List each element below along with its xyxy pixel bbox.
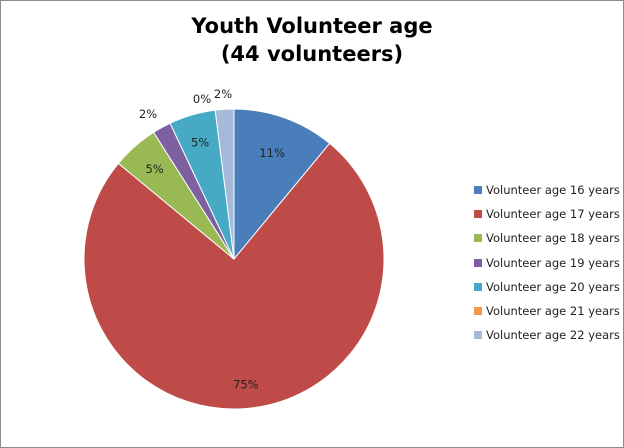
pie-slice-1 xyxy=(233,108,331,261)
legend-item-1: Volunteer age 16 years xyxy=(474,178,620,202)
data-label-2: 75% xyxy=(233,377,259,391)
chart-title-line-2: (44 volunteers) xyxy=(220,42,404,66)
legend-item-3: Volunteer age 18 years xyxy=(474,226,620,250)
legend-label-1: Volunteer age 16 years xyxy=(486,183,620,198)
legend-swatch-4 xyxy=(474,258,482,267)
legend-item-7: Volunteer age 22 years xyxy=(474,323,620,347)
data-label-1: 11% xyxy=(259,146,285,160)
legend-label-7: Volunteer age 22 years xyxy=(486,328,620,343)
chart-legend: Volunteer age 16 years Volunteer age 17 y… xyxy=(474,178,620,347)
data-label-5: 5% xyxy=(191,135,209,149)
legend-label-4: Volunteer age 19 years xyxy=(486,255,620,270)
legend-item-6: Volunteer age 21 years xyxy=(474,299,620,323)
legend-swatch-2 xyxy=(474,210,482,219)
legend-swatch-1 xyxy=(474,186,482,195)
data-label-4: 2% xyxy=(139,107,157,121)
legend-swatch-5 xyxy=(474,282,482,291)
legend-label-3: Volunteer age 18 years xyxy=(486,231,620,246)
legend-swatch-7 xyxy=(474,331,482,340)
chart-title-line-1: Youth Volunteer age xyxy=(191,14,433,38)
pie-slice-2 xyxy=(83,142,385,410)
data-label-7: 2% xyxy=(214,87,232,101)
chart-title: Youth Volunteer age (44 volunteers) xyxy=(0,12,624,68)
legend-item-2: Volunteer age 17 years xyxy=(474,202,620,226)
legend-label-2: Volunteer age 17 years xyxy=(486,207,620,222)
legend-swatch-6 xyxy=(474,307,482,316)
legend-item-5: Volunteer age 20 years xyxy=(474,275,620,299)
data-label-6: 0% xyxy=(193,92,211,106)
legend-item-4: Volunteer age 19 years xyxy=(474,251,620,275)
legend-label-5: Volunteer age 20 years xyxy=(486,279,620,294)
legend-swatch-3 xyxy=(474,234,482,243)
legend-label-6: Volunteer age 21 years xyxy=(486,304,620,319)
data-label-3: 5% xyxy=(145,162,163,176)
pie-slice-7 xyxy=(214,108,235,260)
